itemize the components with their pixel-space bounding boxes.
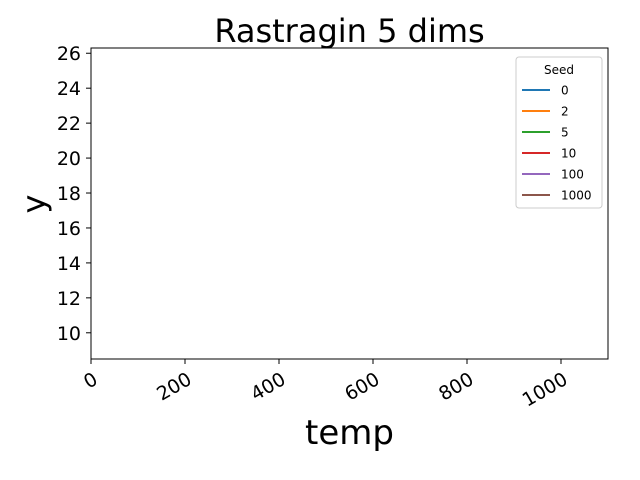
legend-entry-label: 2 (561, 105, 569, 119)
legend-entry-label: 0 (561, 84, 569, 98)
x-tick-label: 200 (153, 368, 195, 405)
x-tick-label: 800 (435, 368, 477, 405)
legend-entry-label: 1000 (561, 189, 592, 203)
y-tick-label: 18 (57, 183, 81, 205)
y-tick-label: 10 (57, 323, 81, 345)
x-tick-label: 600 (341, 368, 383, 405)
y-axis-label: y (15, 195, 53, 214)
legend-frame (515, 56, 603, 209)
y-tick-label: 24 (57, 78, 81, 100)
y-tick-label: 22 (57, 113, 81, 135)
y-tick-label: 14 (57, 253, 81, 275)
x-tick-label: 400 (247, 368, 289, 405)
legend-entry-label: 5 (561, 126, 569, 140)
x-axis-label: temp (305, 413, 394, 453)
y-axis: 10 12 14 16 18 20 22 24 26 (57, 43, 91, 345)
legend-entry-label: 100 (561, 168, 584, 182)
y-tick-label: 12 (57, 288, 81, 310)
x-axis: 0 200 400 600 800 1000 (80, 359, 572, 412)
legend: Seed 0 2 5 10 100 1000 (515, 56, 603, 209)
x-tick-label: 0 (80, 368, 101, 393)
legend-entry-label: 10 (561, 147, 576, 161)
x-tick-label: 1000 (519, 368, 572, 411)
chart-title: Rastragin 5 dims (214, 12, 484, 50)
legend-title: Seed (544, 63, 574, 77)
y-tick-label: 20 (57, 148, 81, 170)
y-tick-label: 26 (57, 43, 81, 65)
y-tick-label: 16 (57, 218, 81, 240)
